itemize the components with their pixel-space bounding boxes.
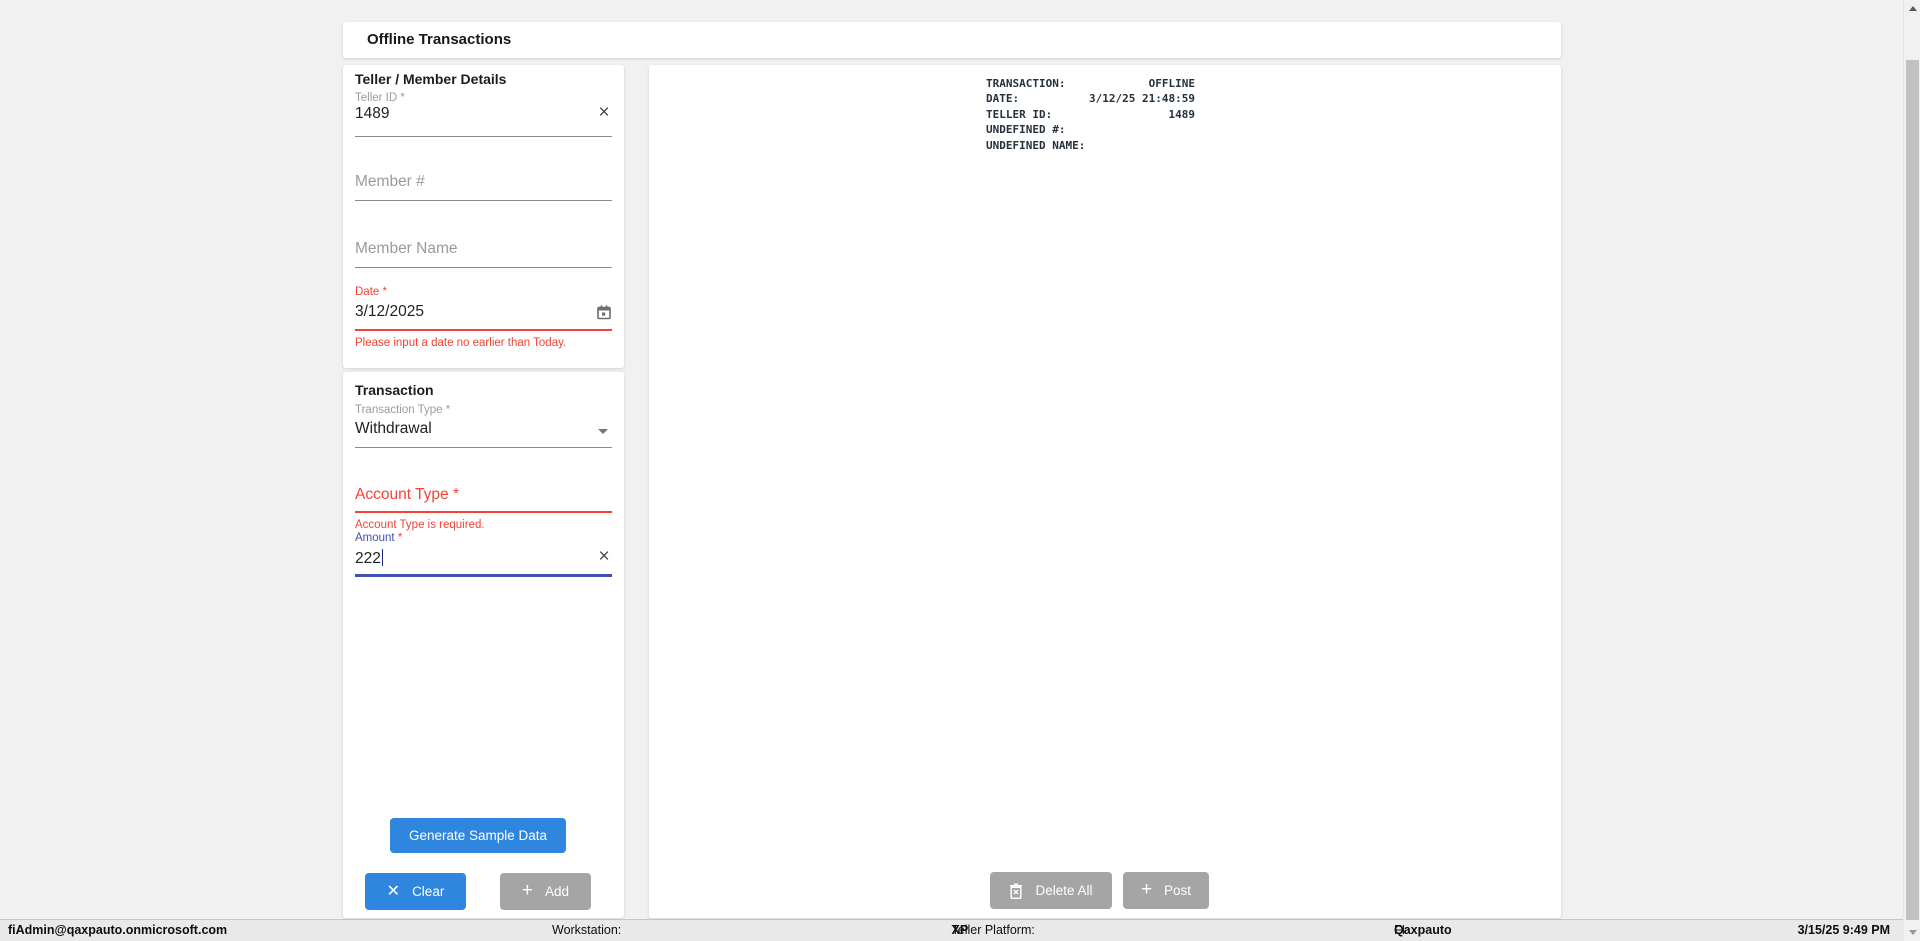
teller-platform-value: XP [951, 923, 969, 937]
fi-label: FI: [1394, 923, 1409, 937]
account-type-select[interactable]: Account Type * [355, 486, 459, 503]
transaction-heading: Transaction [355, 382, 434, 398]
receipt-value: OFFLINE [1148, 77, 1195, 90]
amount-underline [355, 574, 612, 577]
transaction-card: Transaction Transaction Type * Withdrawa… [343, 372, 624, 918]
member-number-underline [355, 200, 612, 201]
trash-icon [1009, 883, 1023, 899]
teller-id-label: Teller ID * [355, 92, 405, 104]
scroll-down-button[interactable] [1904, 924, 1920, 941]
amount-input[interactable]: 222 [355, 549, 384, 568]
page-title: Offline Transactions [367, 31, 512, 48]
plus-icon: + [1140, 879, 1153, 900]
scrollbar-thumb[interactable] [1906, 60, 1919, 920]
add-button[interactable]: + Add [500, 873, 591, 910]
clear-label: Clear [412, 884, 445, 899]
workstation-label: Workstation: [552, 923, 622, 937]
transaction-type-underline [355, 447, 612, 448]
vertical-scrollbar[interactable] [1903, 0, 1920, 941]
transaction-type-select[interactable]: Withdrawal [355, 420, 432, 437]
teller-member-details-card: Teller / Member Details Teller ID * 1489… [343, 65, 624, 368]
fi-value: Qaxpauto [1394, 923, 1452, 937]
teller-id-input[interactable]: 1489 [355, 105, 390, 122]
member-name-input[interactable]: Member Name [355, 240, 458, 257]
receipt-row: TELLER ID: 1489 [986, 107, 1195, 122]
account-type-underline [355, 511, 612, 513]
member-number-input[interactable]: Member # [355, 173, 425, 190]
status-datetime: 3/15/25 9:49 PM [1797, 923, 1890, 937]
teller-member-heading: Teller / Member Details [355, 71, 507, 87]
post-button[interactable]: + Post [1123, 872, 1209, 909]
chevron-down-icon[interactable] [598, 429, 608, 434]
calendar-icon[interactable] [596, 304, 612, 320]
receipt-value: 3/12/25 21:48:59 [1089, 92, 1195, 106]
status-bar: fiAdmin@qaxpauto.onmicrosoft.com Worksta… [0, 919, 1903, 941]
text-cursor [381, 549, 384, 566]
receipt-label: TRANSACTION: [986, 77, 1066, 90]
receipt-row: UNDEFINED #: [986, 122, 1195, 137]
clear-button[interactable]: ✕ Clear [365, 873, 466, 910]
account-type-error-message: Account Type is required. [355, 519, 485, 531]
receipt-value: 1489 [1168, 107, 1196, 121]
receipt-row: UNDEFINED NAME: [986, 138, 1195, 153]
delete-all-label: Delete All [1035, 883, 1093, 898]
delete-all-button[interactable]: Delete All [990, 872, 1112, 909]
receipt-row: TRANSACTION: OFFLINE [986, 76, 1195, 91]
post-label: Post [1164, 883, 1192, 898]
receipt-label: UNDEFINED #: [986, 123, 1066, 137]
teller-id-underline [355, 136, 612, 137]
teller-id-clear-icon[interactable]: × [598, 102, 610, 123]
plus-icon: + [521, 880, 534, 901]
generate-sample-data-button[interactable]: Generate Sample Data [390, 818, 566, 853]
add-label: Add [545, 884, 570, 899]
user-email: fiAdmin@qaxpauto.onmicrosoft.com [8, 923, 228, 937]
amount-label: Amount * [355, 532, 402, 544]
arrow-up-icon [1908, 6, 1917, 11]
arrow-down-icon [1908, 930, 1917, 935]
amount-label-text: Amount [355, 532, 395, 544]
receipt-row: DATE: 3/12/25 21:48:59 [986, 91, 1195, 106]
amount-value: 222 [355, 550, 381, 567]
page-title-card: Offline Transactions [343, 22, 1561, 58]
member-name-underline [355, 267, 612, 268]
date-input[interactable]: 3/12/2025 [355, 303, 424, 320]
transaction-type-label: Transaction Type * [355, 404, 451, 416]
scroll-up-button[interactable] [1904, 0, 1920, 17]
date-label: Date * [355, 286, 387, 298]
x-icon: ✕ [386, 882, 401, 900]
teller-platform-label: Teller Platform: [951, 923, 1035, 937]
receipt-label: DATE: [986, 92, 1020, 106]
date-underline [355, 329, 612, 331]
receipt-label: UNDEFINED NAME: [986, 138, 1086, 152]
date-error-message: Please input a date no earlier than Toda… [355, 337, 567, 349]
receipt-label: TELLER ID: [986, 107, 1053, 121]
amount-clear-icon[interactable]: × [598, 546, 610, 567]
amount-required-mark: * [397, 532, 403, 544]
receipt-block: TRANSACTION: OFFLINE DATE: 3/12/25 21:48:5… [986, 76, 1195, 153]
transaction-preview-panel: TRANSACTION: OFFLINE DATE: 3/12/25 21:48:5… [649, 65, 1561, 918]
generate-sample-data-label: Generate Sample Data [408, 828, 548, 843]
